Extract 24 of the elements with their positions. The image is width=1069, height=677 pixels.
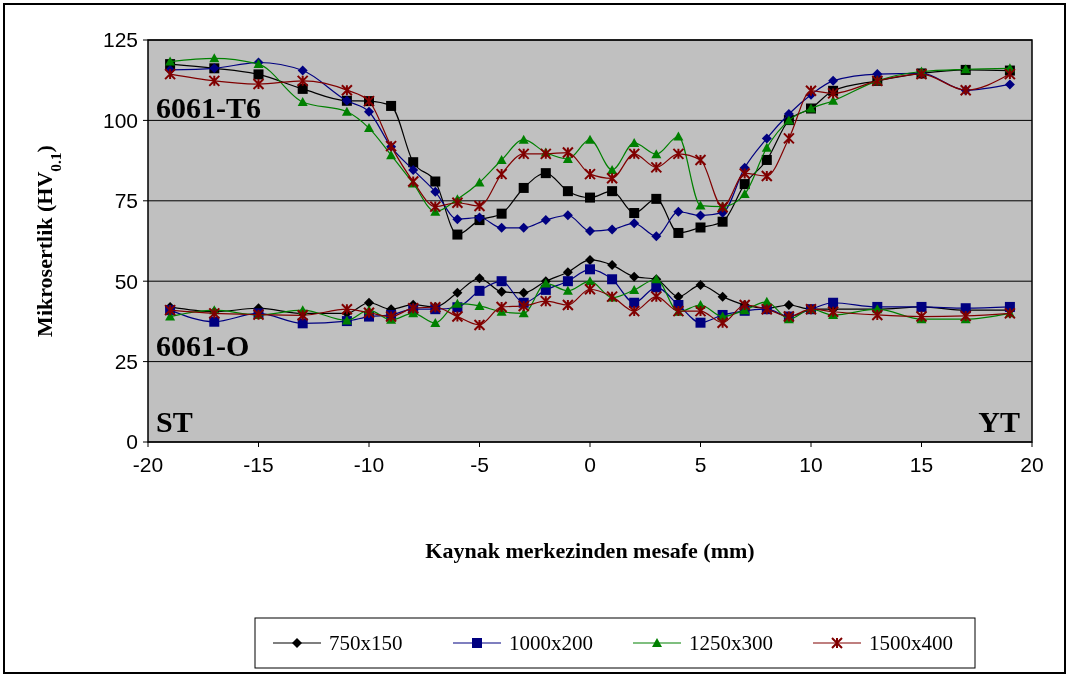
x-tick-label: 0 — [584, 453, 596, 476]
annotation: 6061-T6 — [156, 91, 261, 124]
x-tick-label: -5 — [470, 453, 489, 476]
x-tick-label: -20 — [132, 453, 164, 476]
x-axis-title: Kaynak merkezinden mesafe (mm) — [425, 538, 755, 563]
x-tick-label: 10 — [799, 453, 823, 476]
annotation: ST — [156, 405, 193, 438]
legend-label: 1500x400 — [869, 631, 953, 656]
x-tick-label: -10 — [353, 453, 385, 476]
y-tick-label: 100 — [102, 108, 138, 132]
x-tick-label: 15 — [909, 453, 934, 476]
legend-label: 1250x300 — [689, 631, 773, 656]
annotation: YT — [978, 405, 1020, 438]
y-tick-label: 25 — [114, 349, 138, 373]
legend-label: 750x150 — [329, 631, 403, 656]
y-tick-label: 75 — [114, 189, 138, 213]
x-tick-label: 20 — [1020, 453, 1044, 476]
y-tick-label: 125 — [102, 28, 138, 52]
annotation: 6061-O — [156, 329, 250, 362]
x-tick-label: 5 — [694, 453, 707, 476]
y-tick-label: 50 — [114, 269, 138, 293]
x-tick-label: -15 — [243, 453, 274, 476]
y-tick-label: 0 — [126, 430, 138, 454]
legend-label: 1000x200 — [509, 631, 593, 656]
